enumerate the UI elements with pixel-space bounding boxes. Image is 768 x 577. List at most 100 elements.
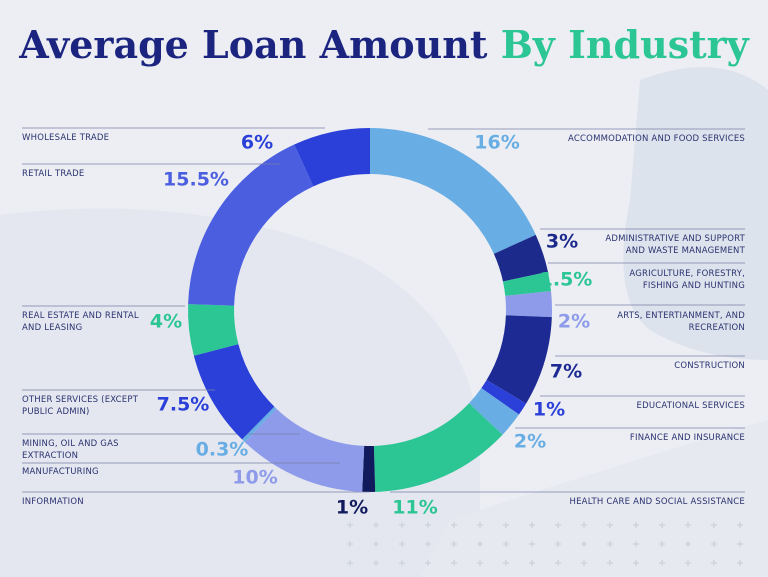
value-label: 1%: [533, 399, 565, 421]
plus-sign: [503, 560, 509, 566]
plus-sign: [633, 541, 639, 547]
plus-sign: [477, 541, 483, 547]
title-accent: By Industry: [501, 22, 750, 67]
chart-title: Average Loan Amount By Industry: [18, 22, 749, 67]
plus-sign: [555, 541, 561, 547]
donut-segment: [505, 291, 552, 318]
plus-sign: [347, 541, 353, 547]
plus-sign: [711, 522, 717, 528]
plus-sign: [633, 560, 639, 566]
category-label: REAL ESTATE AND RENTAL AND LEASING: [22, 311, 139, 333]
donut-segment: [188, 144, 314, 306]
value-label: 16%: [474, 132, 519, 154]
value-label: 4%: [150, 311, 182, 333]
plus-sign: [581, 541, 587, 547]
plus-sign: [685, 522, 691, 528]
plus-sign: [347, 560, 353, 566]
plus-sign: [607, 522, 613, 528]
plus-sign: [607, 560, 613, 566]
value-label: 10%: [232, 467, 277, 489]
plus-sign: [425, 522, 431, 528]
value-label: 3%: [546, 231, 578, 253]
plus-sign: [425, 541, 431, 547]
plus-sign: [477, 560, 483, 566]
category-label: ARTS, ENTERTIANMENT, AND RECREATION: [617, 311, 745, 333]
plus-sign: [555, 522, 561, 528]
plus-sign: [659, 560, 665, 566]
plus-sign: [737, 541, 743, 547]
value-label: 2%: [514, 431, 546, 453]
value-label: 6%: [241, 132, 273, 154]
plus-sign: [425, 560, 431, 566]
donut-segment: [370, 128, 536, 254]
donut-segment: [294, 128, 370, 187]
donut-segment: [502, 271, 552, 296]
plus-sign: [451, 522, 457, 528]
plus-sign: [555, 560, 561, 566]
category-label: INFORMATION: [22, 497, 84, 507]
plus-sign: [659, 522, 665, 528]
donut-segment: [244, 408, 365, 492]
plus-sign: [373, 541, 379, 547]
category-label: MANUFACTURING: [22, 467, 99, 477]
plus-sign: [503, 522, 509, 528]
plus-sign: [477, 522, 483, 528]
plus-sign: [399, 522, 405, 528]
plus-sign: [685, 541, 691, 547]
plus-sign: [711, 541, 717, 547]
plus-sign: [737, 522, 743, 528]
plus-sign: [399, 541, 405, 547]
plus-sign: [373, 522, 379, 528]
category-label: RETAIL TRADE: [22, 169, 85, 179]
plus-sign: [373, 560, 379, 566]
value-label: 0.3%: [196, 439, 249, 461]
plus-sign: [529, 522, 535, 528]
donut-segment: [241, 406, 277, 443]
category-label: ACCOMMODATION AND FOOD SERVICES: [568, 134, 745, 144]
plus-sign: [633, 522, 639, 528]
donut-segment: [373, 403, 503, 492]
donut-segment: [469, 388, 519, 435]
plus-sign: [451, 560, 457, 566]
value-label: 7%: [550, 361, 582, 383]
plus-sign: [607, 541, 613, 547]
plus-sign: [581, 560, 587, 566]
category-label: CONSTRUCTION: [674, 361, 745, 371]
plus-sign: [451, 541, 457, 547]
category-label: OTHER SERVICES (EXCEPT PUBLIC ADMIN): [22, 395, 139, 417]
plus-sign: [503, 541, 509, 547]
plus-sign: [347, 522, 353, 528]
donut-segment: [493, 234, 548, 282]
decoration: [347, 522, 743, 566]
category-label: ADMINISTRATIVE AND SUPPORT AND WASTE MAN…: [605, 234, 745, 256]
category-label: AGRICULTURE, FORESTRY, FISHING AND HUNTI…: [629, 269, 745, 291]
title-main: Average Loan Amount: [18, 22, 488, 67]
plus-sign: [711, 560, 717, 566]
donut-segment: [481, 379, 527, 415]
plus-sign: [399, 560, 405, 566]
plus-sign: [581, 522, 587, 528]
plus-sign: [659, 541, 665, 547]
donut-segment: [362, 445, 376, 492]
value-label: 15.5%: [163, 169, 229, 191]
value-label: 1%: [336, 497, 368, 519]
plus-sign: [529, 560, 535, 566]
category-label: FINANCE AND INSURANCE: [629, 433, 745, 443]
donut-segment: [188, 304, 239, 356]
donut-segment: [193, 344, 275, 440]
category-label: HEALTH CARE AND SOCIAL ASSISTANCE: [569, 497, 745, 507]
plus-sign: [737, 560, 743, 566]
plus-sign: [685, 560, 691, 566]
category-label: EDUCATIONAL SERVICES: [636, 401, 745, 411]
plus-sign: [529, 541, 535, 547]
value-label: 2%: [558, 311, 590, 333]
value-label: 11%: [392, 497, 437, 519]
background-shape: [623, 67, 768, 360]
value-label: 7.5%: [157, 394, 210, 416]
background-shape: [420, 420, 768, 577]
category-label: WHOLESALE TRADE: [22, 133, 110, 143]
category-label: MINING, OIL AND GAS EXTRACTION: [22, 439, 119, 461]
value-label: 1.5%: [540, 269, 593, 291]
